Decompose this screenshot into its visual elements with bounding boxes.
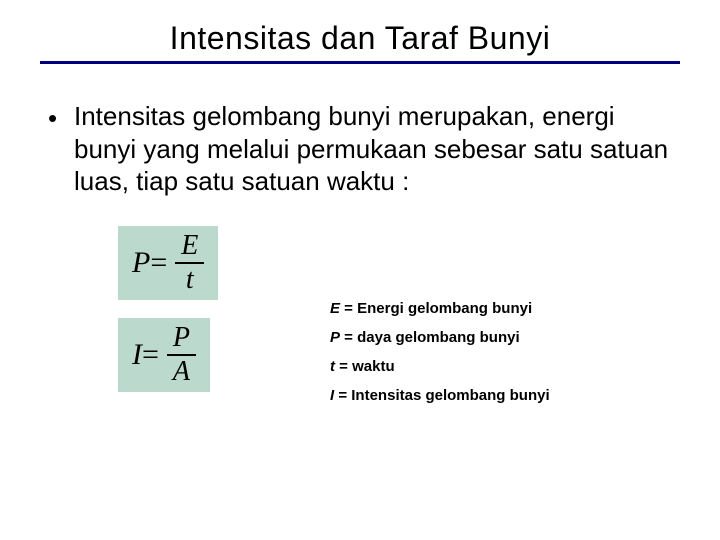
legend-p: P = daya gelombang bunyi <box>330 329 550 346</box>
formula-intensity-box: I = P A <box>118 318 210 392</box>
legend-e: E = Energi gelombang bunyi <box>330 300 550 317</box>
bullet-dot: • <box>48 100 74 135</box>
formula-intensity-lhs: I <box>132 338 142 372</box>
formula-power-frac: E t <box>175 232 204 294</box>
formula-intensity-eq: = <box>142 338 159 372</box>
formula-power-eq: = <box>150 246 167 280</box>
formula-power-box: P = E t <box>118 226 218 300</box>
formula-intensity-den: A <box>167 358 196 386</box>
legend-i-text: = Intensitas gelombang bunyi <box>334 387 549 404</box>
formula-power-den: t <box>180 266 200 294</box>
legend-t-text: = waktu <box>335 358 395 375</box>
legend: E = Energi gelombang bunyi P = daya gelo… <box>330 300 550 404</box>
legend-t: t = waktu <box>330 358 550 375</box>
formula-power-lhs: P <box>132 246 150 280</box>
legend-e-var: E <box>330 300 340 317</box>
slide: Intensitas dan Taraf Bunyi • Intensitas … <box>0 0 720 540</box>
formula-intensity-frac: P A <box>167 324 196 386</box>
legend-p-var: P <box>330 329 340 346</box>
bullet-text: Intensitas gelombang bunyi merupakan, en… <box>74 100 672 198</box>
formula-intensity-num: P <box>167 324 196 352</box>
slide-title: Intensitas dan Taraf Bunyi <box>40 20 680 57</box>
legend-i: I = Intensitas gelombang bunyi <box>330 387 550 404</box>
legend-e-text: = Energi gelombang bunyi <box>340 300 532 317</box>
title-rule <box>40 61 680 64</box>
formula-power-num: E <box>175 232 204 260</box>
bullet-item: • Intensitas gelombang bunyi merupakan, … <box>48 100 672 198</box>
title-block: Intensitas dan Taraf Bunyi <box>40 20 680 72</box>
formula-power: P = E t <box>118 226 672 300</box>
legend-p-text: = daya gelombang bunyi <box>340 329 520 346</box>
